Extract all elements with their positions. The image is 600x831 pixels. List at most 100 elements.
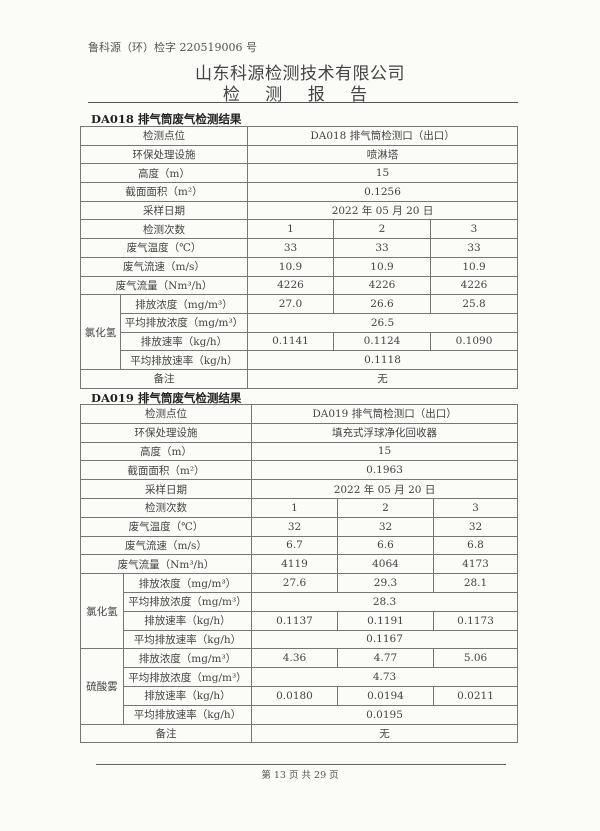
row-label: 废气温度（℃）: [80, 516, 252, 537]
value-cell: 5.06: [432, 648, 519, 669]
value-cell: 6.6: [337, 535, 434, 556]
row-label: 排放浓度（mg/m³）: [120, 294, 248, 314]
pollutant-name: 氯化氢: [80, 573, 124, 650]
value-cell: 29.3: [337, 573, 434, 593]
table-row: 废气流量（Nm³/h） 4226 4226 4226: [80, 275, 519, 296]
company-name: 山东科源检测技术有限公司: [195, 64, 405, 84]
value-cell: 1: [251, 497, 338, 518]
value-cell: 6.7: [251, 535, 338, 556]
remark-value: 无: [246, 368, 519, 389]
page-number: 第 13 页 共 29 页: [261, 770, 339, 781]
row-label: 采样日期: [80, 479, 252, 499]
value-cell: 2022 年 05 月 20 日: [246, 200, 519, 221]
row-label: 检测次数: [80, 219, 248, 240]
table-row: 平均排放浓度（mg/m³） 26.5: [81, 312, 519, 333]
table-row: 环保处理设施 喷淋塔: [80, 144, 519, 165]
value-cell: 3: [429, 219, 519, 240]
row-label: 高度（m）: [80, 163, 248, 184]
row-label: 排放浓度（mg/m³）: [123, 648, 252, 669]
value-cell: 0.0180: [251, 685, 338, 706]
table-row: 平均排放速率（kg/h） 0.0195: [81, 704, 519, 725]
table-row: 采样日期 2022 年 05 月 20 日: [80, 200, 519, 221]
value-cell: 4.36: [251, 648, 338, 669]
row-label: 环保处理设施: [80, 422, 252, 443]
section-title-da019: DA019 排气筒废气检测结果: [91, 391, 242, 405]
table-row: 检测次数 1 2 3: [80, 497, 519, 518]
row-label: 排放速率（kg/h）: [120, 331, 248, 352]
value-cell: 填充式浮球净化回收器: [250, 422, 519, 443]
value-cell: 33: [429, 238, 519, 258]
table-row: 氯化氢 排放浓度（mg/m³） 27.0 26.6 25.8: [80, 294, 519, 370]
value-cell: 0.1191: [337, 610, 434, 631]
row-label: 排放浓度（mg/m³）: [123, 573, 252, 593]
table-row: 硫酸雾 排放浓度（mg/m³） 4.36 4.77 5.06: [80, 648, 519, 725]
table-row: 废气温度（℃） 33 33 33: [80, 238, 519, 258]
pollutant-name: 氯化氢: [80, 294, 121, 370]
table-row: 平均排放速率（kg/h） 0.1167: [81, 629, 519, 650]
table-row: 平均排放速率（kg/h） 0.1118: [81, 350, 519, 370]
table-row: 采样日期 2022 年 05 月 20 日: [80, 479, 519, 499]
row-label: 检测次数: [80, 497, 252, 518]
value-cell: 26.6: [333, 294, 431, 314]
value-cell: DA018 排气筒检测口（出口）: [246, 126, 519, 146]
table-row: 检测次数 1 2 3: [80, 219, 519, 240]
value-cell: 4119: [251, 554, 338, 575]
row-label: 废气流速（m/s）: [80, 535, 252, 556]
value-cell: 4.73: [250, 667, 519, 687]
table-row: 高度（m） 15: [80, 163, 519, 184]
value-cell: 10.9: [333, 256, 431, 277]
row-label: 废气流量（Nm³/h）: [80, 275, 248, 296]
row-label: 采样日期: [80, 200, 248, 221]
table-row: 废气温度（℃） 32 32 32: [80, 516, 519, 537]
value-cell: 32: [251, 516, 338, 537]
value-cell: 0.0211: [432, 685, 519, 706]
row-label: 平均排放速率（kg/h）: [123, 629, 252, 650]
value-cell: 32: [337, 516, 434, 537]
value-cell: 1: [247, 219, 334, 240]
remark-label: 备注: [80, 723, 252, 744]
table-row: 截面面积（m²） 0.1256: [80, 182, 519, 202]
value-cell: 4064: [337, 554, 434, 575]
pollutant-name: 硫酸雾: [80, 648, 124, 725]
section-title-da018: DA018 排气筒废气检测结果: [91, 112, 242, 126]
row-label: 截面面积（m²）: [80, 182, 248, 202]
table-row: 氯化氢 排放浓度（mg/m³） 27.6 29.3 28.1: [80, 573, 519, 650]
table-row: 环保处理设施 填充式浮球净化回收器: [80, 422, 519, 443]
table-row: 废气流速（m/s） 6.7 6.6 6.8: [80, 535, 519, 556]
table-row: 排放速率（kg/h） 0.1137 0.1191 0.1173: [81, 610, 519, 631]
table-row: 检测点位 DA018 排气筒检测口（出口）: [80, 126, 519, 146]
footer-divider: [96, 764, 506, 765]
value-cell: 2022 年 05 月 20 日: [250, 479, 519, 499]
row-label: 检测点位: [80, 126, 248, 146]
value-cell: 4.77: [337, 648, 434, 669]
value-cell: 4226: [247, 275, 334, 296]
row-label: 平均排放速率（kg/h）: [120, 350, 248, 370]
value-cell: 0.1137: [251, 610, 338, 631]
value-cell: 6.8: [432, 535, 519, 556]
value-cell: 32: [432, 516, 519, 537]
row-label: 平均排放浓度（mg/m³）: [123, 667, 252, 687]
value-cell: 0.1090: [429, 331, 519, 352]
row-label: 废气流量（Nm³/h）: [80, 554, 252, 575]
value-cell: 2: [333, 219, 431, 240]
value-cell: 10.9: [247, 256, 334, 277]
remark-row: 备注无: [80, 368, 519, 389]
table-row: 高度（m） 15: [80, 441, 519, 462]
value-cell: 4226: [429, 275, 519, 296]
table-row: 截面面积（m²） 0.1963: [80, 460, 519, 481]
value-cell: 0.1167: [250, 629, 519, 650]
value-cell: 0.1141: [247, 331, 334, 352]
row-label: 检测点位: [80, 404, 252, 424]
value-cell: 27.0: [247, 294, 334, 314]
value-cell: 2: [337, 497, 434, 518]
row-label: 截面面积（m²）: [80, 460, 252, 481]
value-cell: 0.1118: [246, 350, 519, 370]
row-label: 平均排放浓度（mg/m³）: [120, 312, 248, 333]
value-cell: DA019 排气筒检测口（出口）: [250, 404, 519, 424]
row-label: 排放速率（kg/h）: [123, 685, 252, 706]
table-row: 平均排放浓度（mg/m³） 4.73: [81, 667, 519, 687]
value-cell: 0.1256: [246, 182, 519, 202]
row-label: 环保处理设施: [80, 144, 248, 165]
value-cell: 15: [250, 441, 519, 462]
remark-row: 备注无: [80, 723, 519, 744]
